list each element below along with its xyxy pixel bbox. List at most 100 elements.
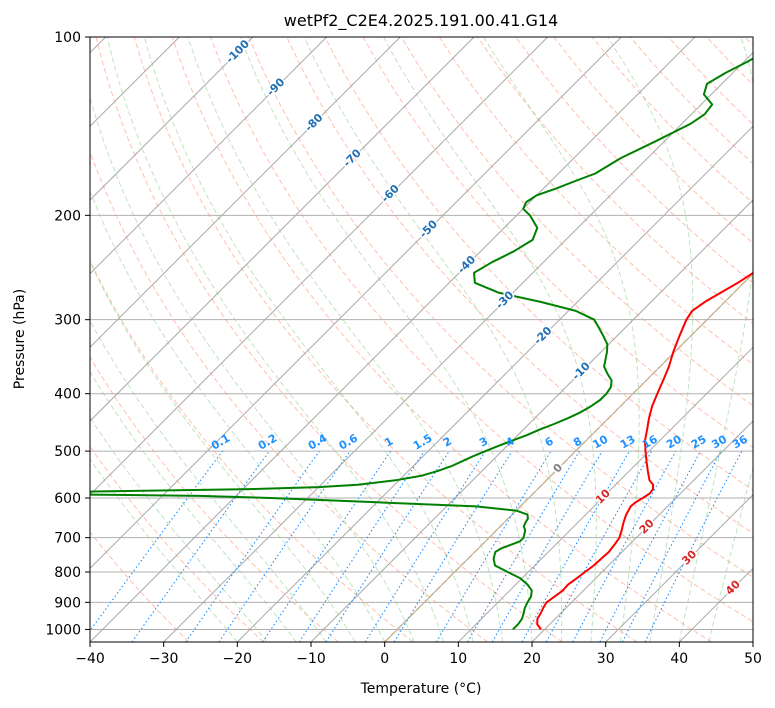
dry-adiabat-line	[438, 37, 753, 366]
x-axis-label: Temperature (°C)	[360, 681, 482, 697]
chart-title: wetPf2_C2E4.2025.191.00.41.G14	[284, 11, 558, 31]
mixing-ratio-label: 16	[640, 432, 660, 451]
mixing-ratio-line	[90, 450, 223, 632]
dry-adiabat-line	[400, 37, 753, 407]
moist-adiabat-line	[90, 189, 386, 642]
x-tick-label: 40	[670, 651, 688, 667]
moist-adiabats	[90, 37, 753, 642]
moist-adiabat-line	[303, 37, 563, 642]
x-tick-label: 0	[380, 651, 389, 667]
dry-adiabat-line	[95, 37, 563, 642]
dry-adiabat-line	[90, 531, 190, 642]
mixing-ratio-line	[131, 450, 270, 642]
y-axis-label: Pressure (hPa)	[12, 289, 28, 389]
dry-adiabat-line	[210, 37, 753, 623]
mixing-ratio-label: 0.4	[306, 431, 330, 452]
moist-adiabat-line	[383, 37, 597, 642]
mixing-ratio-line	[298, 450, 425, 642]
moist-adiabat-line	[708, 466, 753, 642]
y-tick-label: 200	[54, 208, 81, 224]
isotherm-line	[310, 199, 753, 642]
mixing-ratio-line	[644, 450, 743, 642]
moist-adiabat-line	[106, 37, 445, 642]
x-tick-label: 20	[523, 651, 541, 667]
mixing-ratio-label: 36	[730, 432, 750, 451]
mixing-ratio-line	[545, 450, 653, 642]
isotherm-line	[384, 272, 753, 642]
x-tick-label: −40	[75, 651, 105, 667]
x-tick-label: −30	[149, 651, 179, 667]
moist-adiabat-line	[143, 37, 474, 642]
y-tick-label: 800	[54, 565, 81, 581]
mixing-ratio-label: 6	[543, 434, 556, 449]
y-tick-label: 900	[54, 595, 81, 611]
mixing-ratio-label: 1	[382, 435, 395, 450]
y-tick-label: 600	[54, 491, 81, 507]
dewpoint-profile-line	[90, 57, 753, 631]
mixing-ratio-label: 8	[571, 435, 584, 450]
moist-adiabat-line	[90, 458, 238, 642]
mixing-ratio-line	[325, 450, 450, 642]
moist-adiabat-line	[187, 37, 503, 642]
isotherm-label: -80	[302, 111, 325, 134]
mixing-ratio-label: 1.5	[411, 432, 434, 453]
moist-adiabat-line	[90, 319, 327, 642]
isotherm-line	[90, 37, 254, 201]
x-tick-label: −20	[223, 651, 253, 667]
y-tick-label: 500	[54, 444, 81, 460]
isotherm-line	[90, 37, 622, 570]
mixing-ratio-label: 10	[590, 432, 610, 451]
pressure-grid	[90, 37, 753, 630]
mixing-ratio-line	[218, 450, 351, 642]
mixing-ratio-line	[262, 450, 392, 642]
y-tick-label: 300	[54, 313, 81, 329]
dry-adiabat-line	[133, 37, 638, 642]
dry-adiabat-line	[171, 37, 712, 642]
moist-adiabat-line	[239, 37, 533, 642]
isotherm-line	[90, 37, 549, 496]
dry-adiabat-line	[90, 150, 488, 642]
x-tick-label: 50	[744, 651, 762, 667]
dry-adiabat-line	[90, 356, 339, 642]
y-tick-label: 100	[54, 30, 81, 46]
isotherm-line	[163, 51, 753, 642]
x-tick-label: 10	[449, 651, 467, 667]
x-axis-ticks: −40 −30 −20 −10 0 10 20 30 40 50	[75, 642, 762, 667]
moist-adiabat-line	[482, 37, 640, 642]
mixing-ratio-line	[521, 450, 630, 642]
profiles	[90, 57, 753, 631]
mixing-ratio-line	[393, 450, 513, 642]
isotherm-label: -50	[417, 217, 440, 240]
temperature-profile-line	[536, 271, 753, 630]
isotherms	[90, 37, 753, 642]
mixing-ratio-label: 3	[477, 435, 490, 450]
isotherm-label: 40	[723, 577, 743, 597]
isotherm-line	[90, 37, 696, 642]
x-tick-label: 30	[597, 651, 615, 667]
x-tick-label: −10	[296, 651, 326, 667]
isotherm-line	[752, 641, 753, 642]
isotherm-line	[90, 37, 328, 275]
mixing-ratio-label: 13	[618, 433, 638, 452]
isotherm-line	[605, 493, 753, 642]
isotherm-line	[457, 346, 753, 642]
isotherm-line	[90, 37, 475, 422]
isotherm-line	[236, 125, 753, 642]
isotherm-line	[531, 420, 753, 642]
moist-adiabat-line	[90, 416, 268, 642]
plot-frame	[89, 36, 754, 643]
isotherm-label: -20	[531, 324, 554, 347]
dry-adiabat-line	[706, 37, 753, 86]
moist-adiabat-line	[678, 37, 753, 642]
mixing-ratio-label: 25	[689, 433, 709, 452]
dry-adiabat-line	[90, 445, 264, 642]
dry-adiabat-line	[515, 37, 753, 284]
y-tick-label: 400	[54, 387, 81, 403]
mixing-ratio-label: 0.1	[209, 432, 232, 453]
mixing-ratio-lines	[90, 450, 743, 642]
moist-adiabat-line	[607, 37, 694, 642]
moist-adiabat-line	[90, 260, 356, 642]
